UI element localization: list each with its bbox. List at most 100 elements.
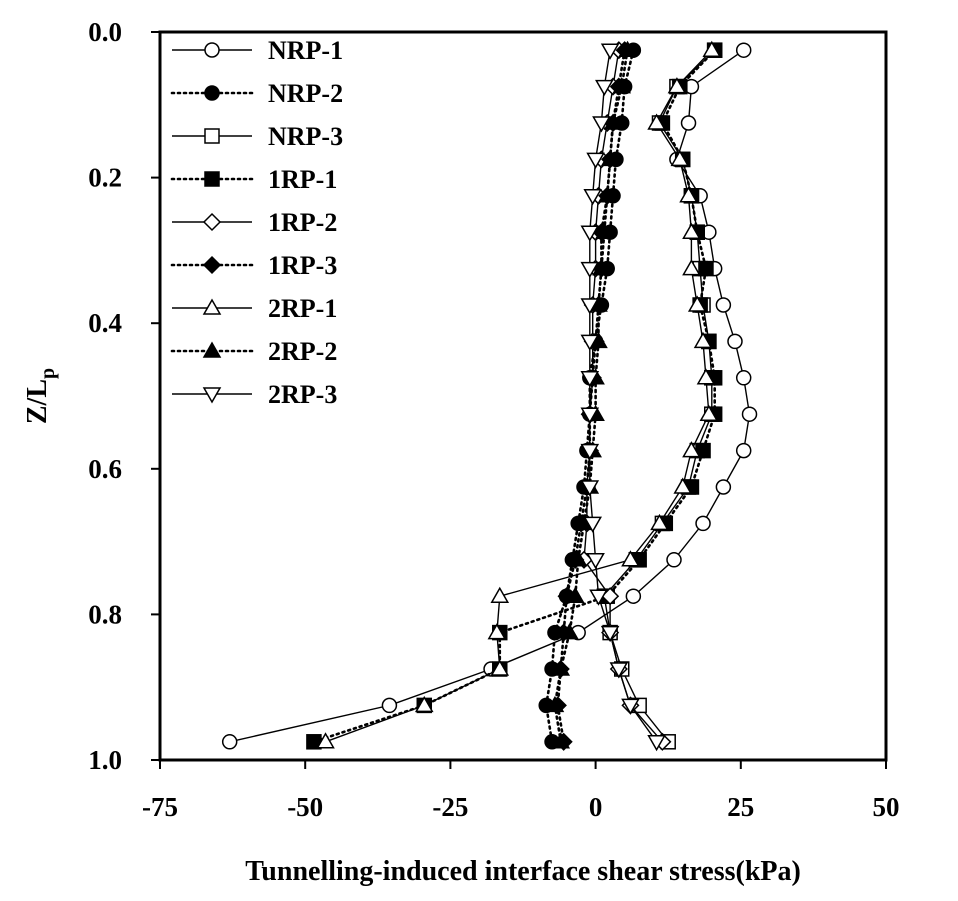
legend-label: 1RP-1 <box>268 165 337 194</box>
data-point-triangle-up-filled <box>603 113 623 130</box>
data-point-triangle-up-open <box>687 295 707 312</box>
x-tick-label: 50 <box>873 792 900 822</box>
x-tick-label: 0 <box>589 792 603 822</box>
data-point-triangle-up-open <box>414 695 434 713</box>
x-axis-title: Tunnelling-induced interface shear stres… <box>245 856 801 887</box>
series-2RP-2 <box>545 40 637 749</box>
legend-item: NRP-3 <box>172 122 343 151</box>
x-tick-label: -75 <box>142 792 178 822</box>
data-point-triangle-down-open <box>586 152 605 169</box>
legend: NRP-1 NRP-2 NRP-3 1RP-1 1RP-2 1RP-3 2RP-1 2RP-2… <box>170 36 343 409</box>
data-point-triangle-up-open <box>621 550 640 567</box>
data-point-triangle-down-open <box>580 443 600 461</box>
data-point-triangle-up-open <box>699 404 719 421</box>
y-tick-label: 0.0 <box>88 17 122 47</box>
data-point-triangle-up-filled <box>202 341 222 358</box>
data-point-triangle-down-open <box>589 589 608 606</box>
data-point-triangle-up-filled <box>551 732 571 749</box>
data-point-triangle-down-open <box>580 407 600 424</box>
data-point-circle-open <box>715 297 732 313</box>
data-point-diamond-open <box>202 212 222 232</box>
data-point-triangle-up-open <box>490 586 510 603</box>
data-point-circle-open <box>625 588 642 604</box>
series-1RP-3 <box>548 41 634 751</box>
data-point-triangle-up-open <box>682 259 701 276</box>
data-point-triangle-up-filled <box>592 259 611 276</box>
data-point-triangle-up-open <box>650 513 669 531</box>
data-point-triangle-up-filled <box>565 586 585 603</box>
data-point-triangle-up-filled <box>595 222 614 239</box>
plot-frame <box>158 30 888 762</box>
data-point-circle-open <box>221 734 238 750</box>
data-point-triangle-down-open <box>580 225 600 242</box>
series-NRP-3 <box>596 42 723 750</box>
x-tick-label: -50 <box>287 792 323 822</box>
legend-label: 1RP-2 <box>268 208 337 237</box>
data-point-diamond-filled <box>202 255 222 275</box>
y-axis-title-main: Z/L <box>22 379 53 424</box>
y-tick-label: 0.8 <box>88 599 122 629</box>
series-2RP-3 <box>580 43 666 752</box>
data-point-triangle-up-filled <box>597 186 617 203</box>
data-point-triangle-up-open <box>667 77 687 94</box>
data-point-triangle-up-open <box>702 40 722 57</box>
data-point-circle-open <box>735 42 752 58</box>
data-point-triangle-down-open <box>580 480 600 497</box>
data-point-circle-open <box>680 115 697 131</box>
data-point-triangle-up-open <box>682 441 701 458</box>
x-tick-label: -25 <box>432 792 468 822</box>
data-point-triangle-down-open <box>583 189 602 206</box>
data-point-triangle-up-filled <box>568 550 588 567</box>
legend-label: 2RP-1 <box>268 294 337 323</box>
legend-item: NRP-1 <box>172 36 343 65</box>
y-axis-title: Z/Lp <box>22 368 59 424</box>
data-point-triangle-up-filled <box>545 695 565 713</box>
y-axis-title-subscript: p <box>37 368 59 379</box>
data-point-square-filled <box>698 260 714 277</box>
legend-label: NRP-2 <box>268 79 343 108</box>
data-point-circle-open <box>727 333 743 350</box>
legend-item: 1RP-2 <box>172 208 337 237</box>
data-point-circle-open <box>735 442 752 459</box>
data-point-triangle-up-filled <box>551 659 571 676</box>
data-point-triangle-up-filled <box>618 40 637 57</box>
data-point-triangle-up-open <box>647 113 666 130</box>
data-point-circle-open <box>695 515 711 532</box>
data-point-triangle-down-open <box>586 553 605 570</box>
data-point-circle-open <box>715 479 732 495</box>
data-point-square-filled <box>204 171 220 187</box>
data-point-triangle-up-open <box>696 368 716 385</box>
y-tick-label: 0.2 <box>88 163 122 193</box>
legend-label: 1RP-3 <box>268 251 337 280</box>
data-point-triangle-up-open <box>682 222 701 239</box>
data-point-triangle-up-open <box>487 623 507 640</box>
series-2RP-1 <box>316 40 722 749</box>
series-line <box>325 49 713 743</box>
data-point-triangle-up-filled <box>600 149 620 167</box>
legend-item: 2RP-3 <box>172 380 337 409</box>
legend-label: 2RP-2 <box>268 337 337 366</box>
data-point-circle-open <box>735 370 752 386</box>
data-point-circle-open <box>204 42 220 58</box>
data-point-triangle-up-filled <box>560 623 579 640</box>
series-1RP-1 <box>306 42 723 750</box>
data-point-triangle-up-open <box>490 659 510 676</box>
y-tick-label: 0.4 <box>88 308 122 338</box>
legend-label: 2RP-3 <box>268 380 337 409</box>
legend-label: NRP-1 <box>268 36 343 65</box>
legend-item: 2RP-1 <box>172 294 337 323</box>
data-point-triangle-down-open <box>621 698 640 715</box>
data-point-triangle-down-open <box>595 79 614 97</box>
data-point-triangle-up-open <box>670 149 690 167</box>
legend-item: 2RP-2 <box>170 337 337 366</box>
y-tick-label: 1.0 <box>88 745 122 775</box>
series-layer <box>221 40 758 752</box>
data-point-triangle-down-open <box>580 334 600 351</box>
y-axis-ticks: 0.0 0.2 0.4 0.6 0.8 1.0 <box>88 17 160 775</box>
data-point-triangle-up-filled <box>612 77 632 94</box>
data-point-triangle-up-open <box>679 186 698 203</box>
data-point-circle-open <box>381 697 398 714</box>
data-point-circle-filled <box>204 85 220 101</box>
data-point-triangle-up-open <box>693 331 713 349</box>
